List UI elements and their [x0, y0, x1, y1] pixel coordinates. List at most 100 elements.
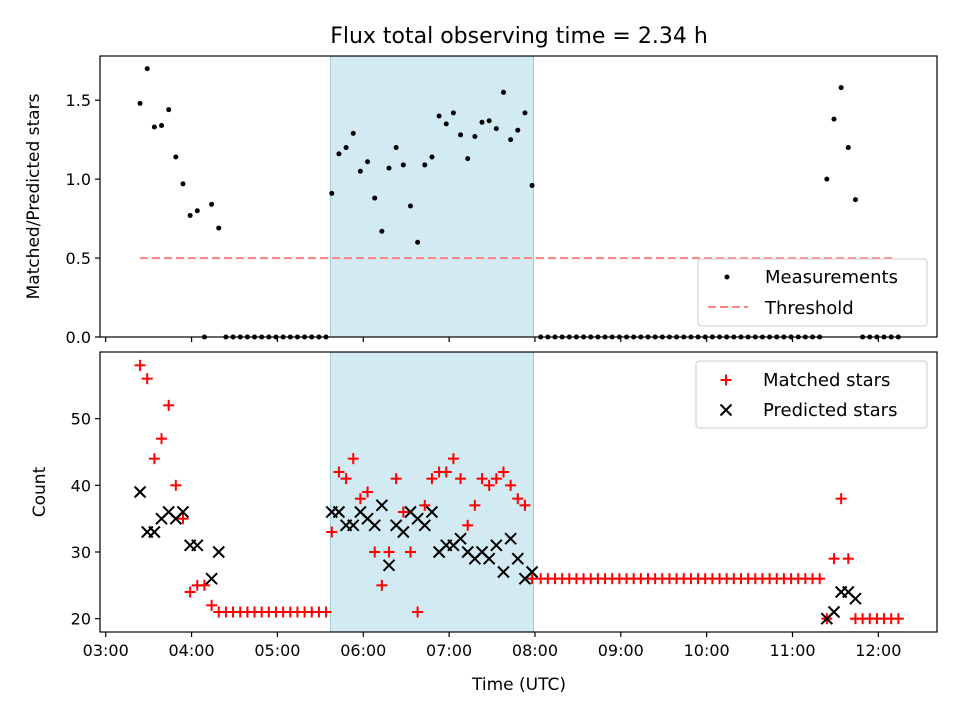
matched-star-point — [206, 599, 218, 611]
legend-marker-measurements — [724, 274, 730, 280]
x-tick-label: 03:00 — [83, 641, 129, 660]
matched-star-point — [347, 453, 359, 465]
matched-star-point — [156, 433, 168, 445]
matched-star-point — [134, 359, 146, 371]
predicted-star-point — [148, 525, 161, 539]
predicted-star-point — [397, 525, 410, 539]
matched-star-point — [426, 473, 438, 485]
matched-star-point — [469, 499, 481, 511]
predicted-star-point — [511, 552, 524, 565]
predicted-star-point — [454, 532, 467, 545]
measurement-point — [838, 85, 844, 91]
matched-star-point — [505, 479, 517, 491]
matched-star-point — [828, 553, 840, 565]
x-axis-label: Time (UTC) — [471, 675, 566, 695]
predicted-star-point — [497, 565, 510, 579]
measurement-point — [479, 119, 485, 125]
matched-star-point — [842, 553, 854, 565]
matched-star-point — [340, 473, 352, 485]
y-tick-label: 50 — [71, 410, 91, 429]
count-points — [133, 359, 904, 625]
matched-star-point — [369, 546, 381, 558]
matched-star-point — [184, 586, 196, 598]
measurement-point — [845, 145, 851, 151]
x-tick-label: 12:00 — [855, 641, 901, 660]
matched-star-point — [326, 526, 338, 538]
measurement-point — [137, 100, 143, 106]
y-axis-label: Matched/Predicted stars — [24, 93, 44, 299]
predicted-star-point — [375, 499, 389, 512]
matched-star-point — [483, 479, 495, 491]
measurement-point — [357, 168, 363, 174]
measurement-point — [450, 110, 456, 116]
predicted-star-point — [191, 539, 204, 552]
shaded-span — [329, 55, 535, 338]
predicted-star-point — [490, 539, 503, 552]
matched-star-point — [320, 606, 332, 618]
predicted-star-point — [504, 532, 517, 545]
x-axis: 03:00 04:00 05:00 06:00 07:00 08:00 09:00 10:00… — [83, 632, 901, 660]
x-tick-label: 08:00 — [512, 641, 558, 660]
matched-star-point — [497, 466, 509, 478]
plot-frame — [99, 351, 938, 633]
legend-box — [697, 258, 928, 327]
matched-star-point — [177, 513, 189, 525]
predicted-star-point — [418, 519, 431, 532]
matched-star-point — [892, 613, 904, 625]
measurement-point — [350, 130, 356, 136]
y-tick-label: 1.5 — [66, 91, 91, 110]
predicted-star-point — [525, 565, 539, 579]
predicted-star-point — [482, 552, 496, 565]
measurement-point — [415, 239, 421, 245]
matched-star-point — [404, 546, 416, 558]
measurement-point — [372, 195, 378, 201]
measurement-point — [343, 145, 349, 151]
predicted-star-point — [382, 559, 396, 572]
plot-frame — [99, 55, 938, 338]
measurement-point — [831, 116, 837, 122]
measurement-point — [144, 66, 150, 72]
measurement-point — [379, 228, 385, 234]
matched-star-point — [141, 373, 153, 385]
matched-star-point — [383, 546, 395, 558]
measurement-point — [166, 107, 172, 113]
predicted-star-point — [332, 505, 346, 519]
measurement-point — [515, 127, 521, 133]
measurement-point — [508, 137, 514, 143]
matched-star-point — [354, 493, 366, 505]
legend-plus-glyph — [720, 374, 732, 386]
measurement-point — [216, 225, 222, 231]
matched-star-point — [447, 453, 459, 465]
x-tick-label: 07:00 — [426, 641, 472, 660]
x-tick-label: 09:00 — [598, 641, 644, 660]
matched-star-point — [512, 493, 524, 505]
legend: Measurements Threshold — [697, 258, 928, 327]
y-axis: 20 30 40 50 — [71, 410, 100, 629]
matched-star-point — [490, 473, 502, 485]
shaded-span — [329, 351, 535, 633]
legend-marker-matched — [720, 374, 732, 386]
y-axis: 0.0 0.5 1.0 1.5 — [66, 91, 100, 347]
y-tick-label: 30 — [71, 543, 91, 562]
legend-label-threshold: Threshold — [764, 298, 854, 319]
y-tick-label: 0.0 — [66, 328, 91, 347]
matched-star-point — [148, 453, 160, 465]
x-tick-label: 06:00 — [340, 641, 386, 660]
measurement-point — [472, 134, 478, 140]
chart-title: Flux total observing time = 2.34 h — [330, 24, 708, 49]
ratio-panel: 0.0 0.5 1.0 1.5 Matched/Predicted stars Mea… — [24, 55, 938, 347]
matched-star-point — [462, 519, 474, 531]
measurement-point — [393, 145, 399, 151]
measurement-point — [522, 110, 528, 116]
matched-star-point — [170, 479, 182, 491]
y-tick-label: 40 — [71, 476, 91, 495]
measurement-point — [407, 203, 413, 209]
matched-star-point — [198, 579, 210, 591]
matched-star-point — [440, 466, 452, 478]
measurement-point — [493, 126, 499, 132]
matched-star-point — [390, 473, 402, 485]
measurement-point — [458, 132, 464, 138]
matched-star-point — [835, 493, 847, 505]
matched-star-point — [333, 466, 345, 478]
